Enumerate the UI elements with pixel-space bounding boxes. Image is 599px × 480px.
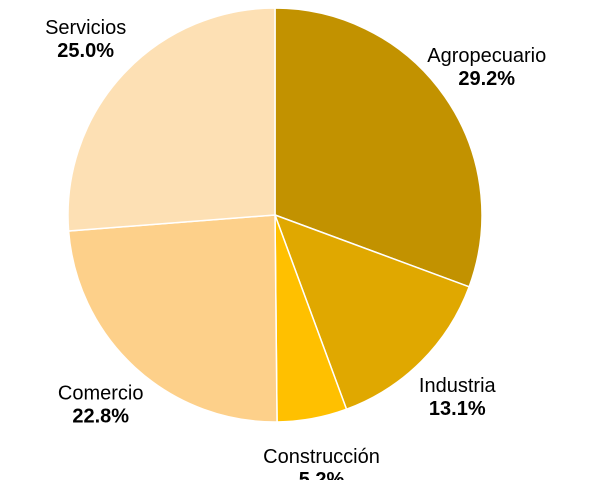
slice-label: Comercio (58, 383, 144, 405)
slice-label: Agropecuario (427, 45, 546, 67)
pie-slice (67, 214, 278, 423)
slice-value-label: 5.2% (299, 469, 345, 480)
slice-value-label: 25.0% (57, 40, 114, 62)
pie-slice (67, 7, 276, 232)
slice-value-label: 13.1% (429, 398, 486, 420)
slice-value-label: 29.2% (458, 68, 515, 90)
slice-value-label: 22.8% (72, 406, 129, 428)
pie-slice (273, 213, 471, 411)
slice-label: Servicios (45, 17, 126, 39)
pie-slice (274, 7, 483, 288)
slice-label: Industria (419, 375, 497, 397)
slice-label: Construcción (263, 446, 380, 468)
